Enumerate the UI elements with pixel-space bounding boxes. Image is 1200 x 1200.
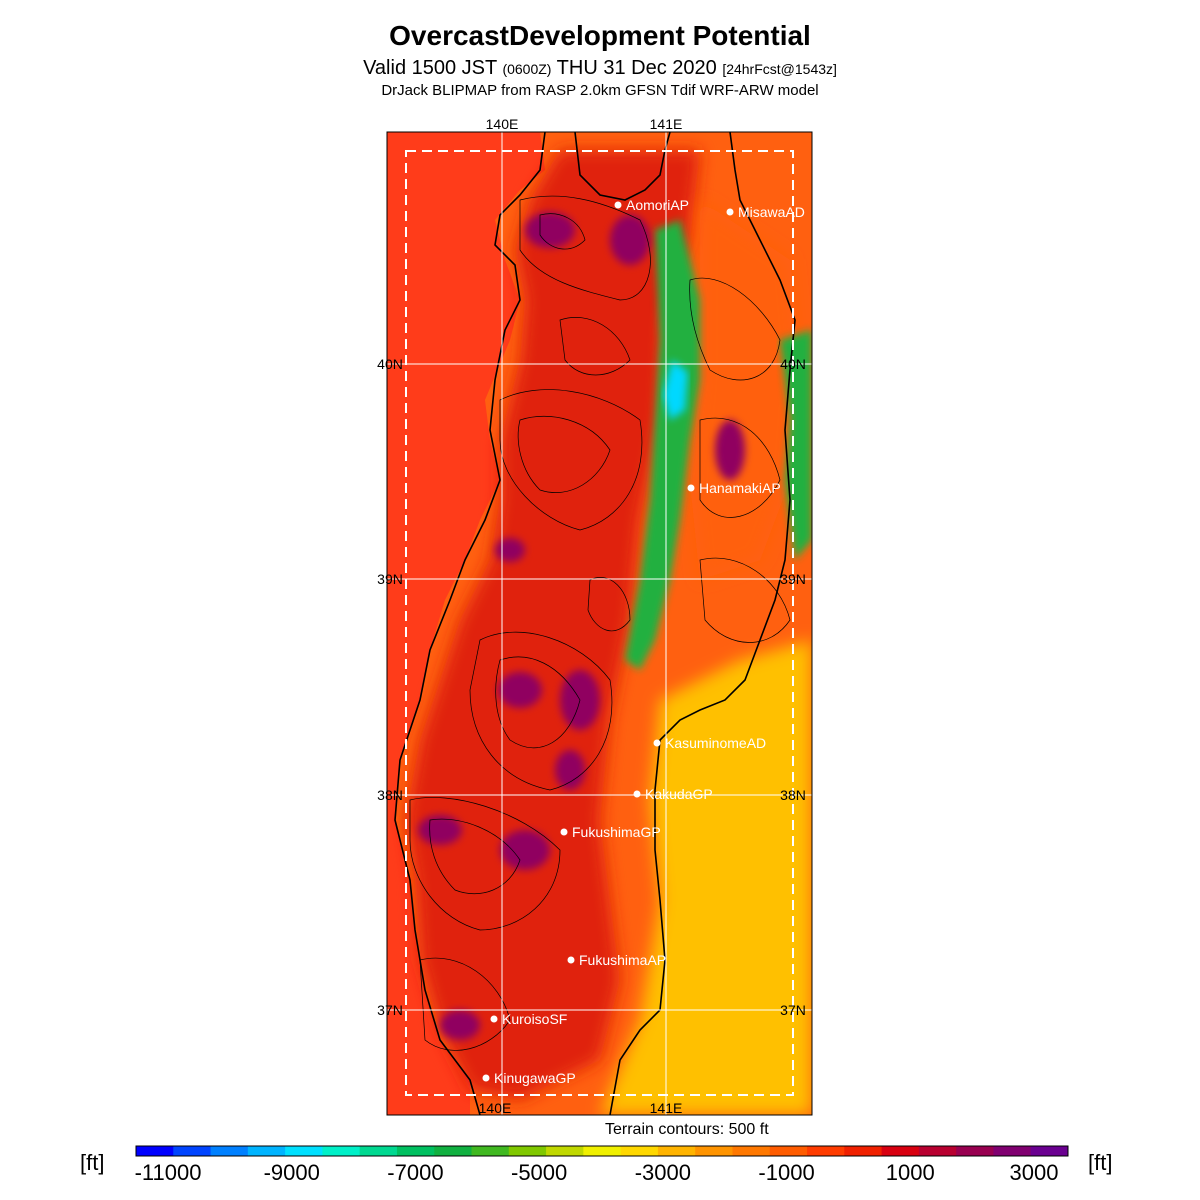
place-label: AomoriAP bbox=[626, 197, 689, 213]
place-label: HanamakiAP bbox=[699, 480, 781, 496]
place-markers: AomoriAP MisawaAD HanamakiAP KasuminomeAD Ka… bbox=[482, 197, 805, 1086]
lat-label-left-39: 39N bbox=[377, 571, 403, 587]
lon-label-bottom-141: 141E bbox=[650, 1100, 683, 1116]
color-bar-tick-label: -7000 bbox=[387, 1160, 443, 1185]
color-bar-swatch bbox=[210, 1146, 249, 1156]
negative-zone bbox=[625, 220, 700, 670]
place-label: KuroisoSF bbox=[502, 1011, 567, 1027]
place-dot bbox=[687, 484, 695, 492]
place-dot bbox=[482, 1074, 490, 1082]
west-coastline bbox=[394, 132, 546, 1115]
map-field: AomoriAP MisawaAD HanamakiAP KasuminomeAD Ka… bbox=[387, 132, 812, 1115]
place-label: KasuminomeAD bbox=[665, 735, 766, 751]
coastal-plain bbox=[600, 640, 812, 1115]
color-bar-swatch bbox=[247, 1146, 286, 1156]
color-bar-swatch bbox=[1030, 1146, 1069, 1156]
mutsu-bay-coastline bbox=[574, 132, 671, 201]
grid-labels: 140E 141E 140E 141E 40N 39N 38N 37N 40N … bbox=[377, 116, 806, 1116]
lat-label-right-38: 38N bbox=[780, 787, 806, 803]
place-dot bbox=[633, 790, 641, 798]
color-bar-swatch bbox=[993, 1146, 1032, 1156]
graticule bbox=[387, 132, 812, 1115]
color-bar-tick-label: -5000 bbox=[511, 1160, 567, 1185]
color-bar-swatch bbox=[657, 1146, 696, 1156]
model-info: DrJack BLIPMAP from RASP 2.0km GFSN Tdif… bbox=[381, 82, 819, 99]
map-frame bbox=[386, 131, 813, 1116]
strong-negative-zone bbox=[663, 360, 688, 420]
lat-label-left-37: 37N bbox=[377, 1002, 403, 1018]
color-bar-swatch bbox=[956, 1146, 994, 1156]
lon-label-top-140: 140E bbox=[486, 116, 519, 132]
color-bar-swatch bbox=[918, 1146, 957, 1156]
color-bar-tick-label: 1000 bbox=[886, 1160, 935, 1185]
place-label: FukushimaAP bbox=[579, 952, 666, 968]
east-coastline bbox=[609, 132, 796, 1115]
color-bar-swatch bbox=[546, 1146, 584, 1156]
color-bar-swatch bbox=[508, 1146, 547, 1156]
color-bar-swatch bbox=[471, 1146, 510, 1156]
place-dot bbox=[567, 956, 575, 964]
place-dot bbox=[653, 739, 661, 747]
lat-label-right-40: 40N bbox=[780, 356, 806, 372]
color-bar-tick-label: -3000 bbox=[635, 1160, 691, 1185]
color-bar-swatch bbox=[285, 1146, 323, 1156]
color-bar-tick-label: 3000 bbox=[1010, 1160, 1059, 1185]
color-bar-tick-label: -9000 bbox=[264, 1160, 320, 1185]
color-bar-swatch bbox=[807, 1146, 845, 1156]
terrain-contours-note: Terrain contours: 500 ft bbox=[605, 1121, 769, 1138]
color-bar-swatch bbox=[881, 1146, 920, 1156]
color-bar-ticks: -11000 -9000 -7000 -5000 -3000 -1000 1000 3000 bbox=[135, 1160, 1059, 1185]
color-bar-swatch bbox=[844, 1146, 883, 1156]
place-label: FukushimaGP bbox=[572, 824, 661, 840]
domain-boundary bbox=[405, 150, 794, 1096]
color-bar-swatch bbox=[583, 1146, 622, 1156]
place-dot bbox=[726, 208, 734, 216]
place-label: KakudaGP bbox=[645, 786, 713, 802]
unit-label-left: [ft] bbox=[80, 1150, 105, 1175]
place-label: MisawaAD bbox=[738, 204, 805, 220]
color-bar-swatch bbox=[732, 1146, 771, 1156]
color-bar-swatch bbox=[769, 1146, 808, 1156]
lat-label-right-37: 37N bbox=[780, 1002, 806, 1018]
lat-label-left-38: 38N bbox=[377, 787, 403, 803]
place-dot bbox=[614, 201, 622, 209]
mountain-zone bbox=[405, 150, 700, 1100]
color-bar-tick-label: -1000 bbox=[758, 1160, 814, 1185]
color-bar bbox=[135, 1145, 1069, 1157]
valid-time: Valid 1500 JST (0600Z) THU 31 Dec 2020 [… bbox=[363, 57, 837, 79]
place-dot bbox=[560, 828, 568, 836]
place-label: KinugawaGP bbox=[494, 1070, 576, 1086]
color-bar-tick-label: -11000 bbox=[135, 1160, 202, 1185]
color-bar-swatch bbox=[359, 1146, 398, 1156]
unit-label-right: [ft] bbox=[1088, 1150, 1113, 1175]
terrain-contours bbox=[409, 195, 791, 1051]
color-bar-frame bbox=[135, 1145, 1069, 1157]
lon-label-top-141: 141E bbox=[650, 116, 683, 132]
lat-label-left-40: 40N bbox=[377, 356, 403, 372]
color-bar-swatch bbox=[434, 1146, 473, 1156]
eastern-highlands bbox=[690, 200, 800, 580]
color-bar-swatch bbox=[695, 1146, 733, 1156]
lat-label-right-39: 39N bbox=[780, 571, 806, 587]
color-bar-swatch bbox=[322, 1146, 361, 1156]
color-bar-swatch bbox=[173, 1146, 212, 1156]
color-bar-swatch bbox=[620, 1146, 659, 1156]
color-bar-swatch bbox=[136, 1146, 174, 1156]
lon-label-bottom-140: 140E bbox=[479, 1100, 512, 1116]
map-title: OvercastDevelopment Potential bbox=[389, 20, 811, 51]
place-dot bbox=[490, 1015, 498, 1023]
color-bar-swatch bbox=[396, 1146, 435, 1156]
